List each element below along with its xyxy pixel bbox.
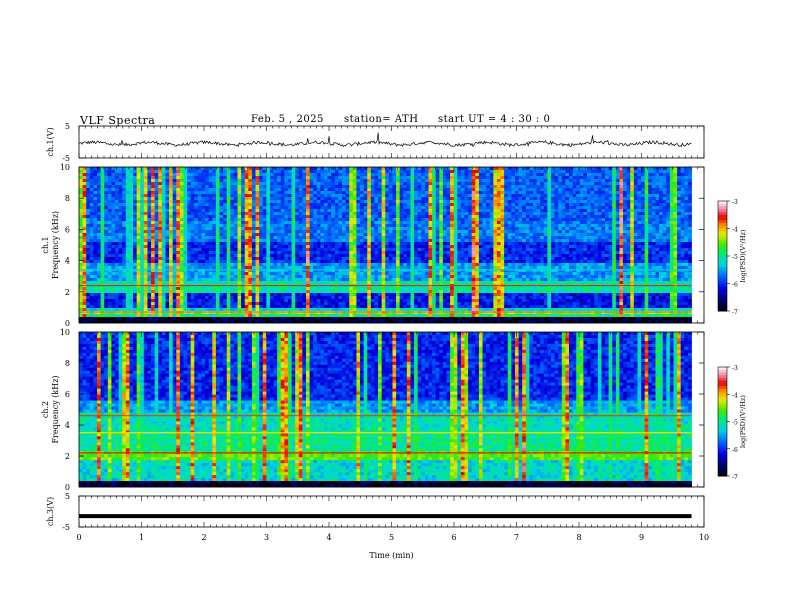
y-axis-label: Frequency (kHz) <box>51 211 60 279</box>
panel-4: 5 -5 ch.3(V) 0 1 2 3 4 5 6 7 8 9 10 Time (min) <box>46 492 709 560</box>
y-tick-label: 0 <box>65 319 70 328</box>
x-tick-label: 8 <box>576 533 581 542</box>
x-tick-label: 3 <box>264 533 269 542</box>
y-tick-label: 10 <box>60 163 70 172</box>
panel-1: 5 -5 ch.1(V) <box>46 122 705 163</box>
ch1-waveform <box>78 132 692 148</box>
y-tick-label: 10 <box>60 328 70 337</box>
spectrogram-ch1 <box>79 167 692 324</box>
y-axis-label: Frequency (kHz) <box>51 375 60 443</box>
y-tick-label: -5 <box>62 523 70 532</box>
x-tick-label: 4 <box>326 533 331 542</box>
x-tick-label: 9 <box>639 533 644 542</box>
x-tick-label: 6 <box>451 533 456 542</box>
colorbar-tick-label: -5 <box>732 420 738 427</box>
colorbar-tick-label: -3 <box>732 365 738 372</box>
date-label: Feb. 5 , 2025 <box>251 114 324 125</box>
x-tick-label: 0 <box>76 533 81 542</box>
y-tick-label: 6 <box>65 390 70 399</box>
x-tick-label: 1 <box>139 533 144 542</box>
x-tick-label: 5 <box>389 533 394 542</box>
y-tick-label: 5 <box>65 492 70 501</box>
colorbar-tick-label: -5 <box>732 254 738 261</box>
y-tick-label: 4 <box>65 257 70 266</box>
y-tick-label: 2 <box>65 452 70 461</box>
colorbar-label: log(PSD)(V²/Hz) <box>739 395 747 448</box>
colorbar-tick-label: -7 <box>732 309 738 316</box>
colorbar-label: log(PSD)(V²/Hz) <box>739 229 747 282</box>
colorbar-tick-label: -4 <box>732 227 738 234</box>
panel-3: -3 -4 -5 -6 -7 log(PSD)(V²/Hz) 0 2 4 6 8 10 ch.2 Freq… <box>41 328 747 492</box>
x-tick-label: 2 <box>201 533 206 542</box>
y-axis-label: ch.3(V) <box>46 497 55 526</box>
colorbar-ch1: -3 -4 -5 -6 -7 log(PSD)(V²/Hz) <box>717 199 747 316</box>
y-axis-label: ch.1(V) <box>46 127 55 156</box>
colorbar-ch2: -3 -4 -5 -6 -7 log(PSD)(V²/Hz) <box>717 365 747 481</box>
colorbar-tick-label: -6 <box>732 282 738 289</box>
y-tick-label: 4 <box>65 421 70 430</box>
x-axis-label: Time (min) <box>369 551 413 560</box>
colorbar-tick-label: -7 <box>732 474 738 481</box>
station-label: station= ATH <box>344 114 419 125</box>
start-time-label: start UT = 4 : 30 : 0 <box>438 114 551 125</box>
y-tick-label: 8 <box>65 194 70 203</box>
colorbar-tick-label: -3 <box>732 199 738 206</box>
panel-2: -3 -4 -5 -6 -7 log(PSD)(V²/Hz) 0 2 4 6 8 10 ch.1 Freq… <box>41 163 747 328</box>
x-tick-label: 7 <box>514 533 519 542</box>
y-tick-label: 6 <box>65 225 70 234</box>
colorbar-tick-label: -6 <box>732 447 738 454</box>
figure-title: VLF Spectra <box>80 114 156 127</box>
y-tick-label: 8 <box>65 359 70 368</box>
x-tick-label: 10 <box>699 533 709 542</box>
spectrogram-ch2 <box>79 332 692 488</box>
y-tick-label: 5 <box>65 122 70 131</box>
y-tick-label: 0 <box>65 483 70 492</box>
channel-label: ch.1 <box>41 236 50 253</box>
y-tick-label: -5 <box>62 154 70 163</box>
y-tick-label: 2 <box>65 288 70 297</box>
channel-label: ch.2 <box>41 401 50 418</box>
colorbar-tick-label: -4 <box>732 392 738 399</box>
